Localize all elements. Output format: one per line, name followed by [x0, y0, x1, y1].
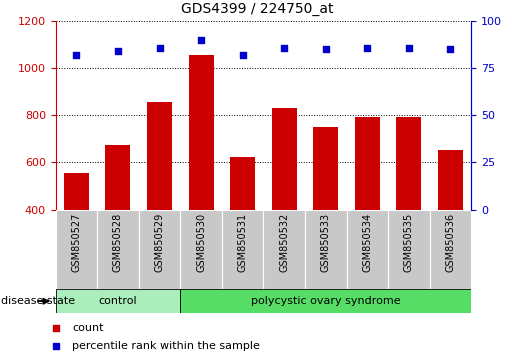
Point	[280, 45, 288, 50]
Text: count: count	[72, 322, 104, 332]
Text: polycystic ovary syndrome: polycystic ovary syndrome	[251, 296, 401, 306]
Text: GSM850534: GSM850534	[363, 213, 372, 272]
Bar	[180, 210, 222, 289]
Text: GSM850533: GSM850533	[321, 213, 331, 272]
Point	[197, 37, 205, 43]
Text: GSM850527: GSM850527	[72, 213, 81, 272]
Point	[156, 45, 164, 50]
Bar	[97, 210, 139, 289]
Point	[322, 47, 330, 52]
Bar	[347, 210, 388, 289]
Text: GDS4399 / 224750_at: GDS4399 / 224750_at	[181, 2, 334, 16]
Bar	[397, 116, 421, 304]
Bar	[180, 289, 471, 313]
Bar	[272, 108, 297, 304]
Bar	[230, 156, 255, 304]
Bar	[139, 210, 180, 289]
Bar	[355, 116, 380, 304]
Bar	[56, 289, 180, 313]
Bar	[305, 210, 347, 289]
Bar	[188, 55, 214, 304]
Bar	[56, 210, 97, 289]
Text: GSM850528: GSM850528	[113, 213, 123, 272]
Point	[72, 52, 80, 58]
Bar	[388, 210, 430, 289]
Point	[114, 48, 122, 54]
Bar	[64, 173, 89, 304]
Text: GSM850529: GSM850529	[154, 213, 164, 272]
Text: percentile rank within the sample: percentile rank within the sample	[72, 341, 260, 351]
Text: GSM850531: GSM850531	[237, 213, 248, 272]
Bar	[106, 145, 130, 304]
Bar	[263, 210, 305, 289]
Bar	[147, 102, 172, 304]
Bar	[222, 210, 263, 289]
Text: control: control	[99, 296, 138, 306]
Text: GSM850536: GSM850536	[445, 213, 455, 272]
Bar	[430, 210, 471, 289]
Point	[259, 257, 268, 262]
Point	[259, 90, 268, 96]
Bar	[438, 149, 463, 304]
Text: GSM850535: GSM850535	[404, 213, 414, 272]
Bar	[313, 127, 338, 304]
Text: GSM850530: GSM850530	[196, 213, 206, 272]
Point	[238, 52, 247, 58]
Point	[447, 47, 455, 52]
Point	[405, 45, 413, 50]
Point	[363, 45, 371, 50]
Text: GSM850532: GSM850532	[279, 213, 289, 272]
Text: disease state: disease state	[1, 296, 75, 306]
